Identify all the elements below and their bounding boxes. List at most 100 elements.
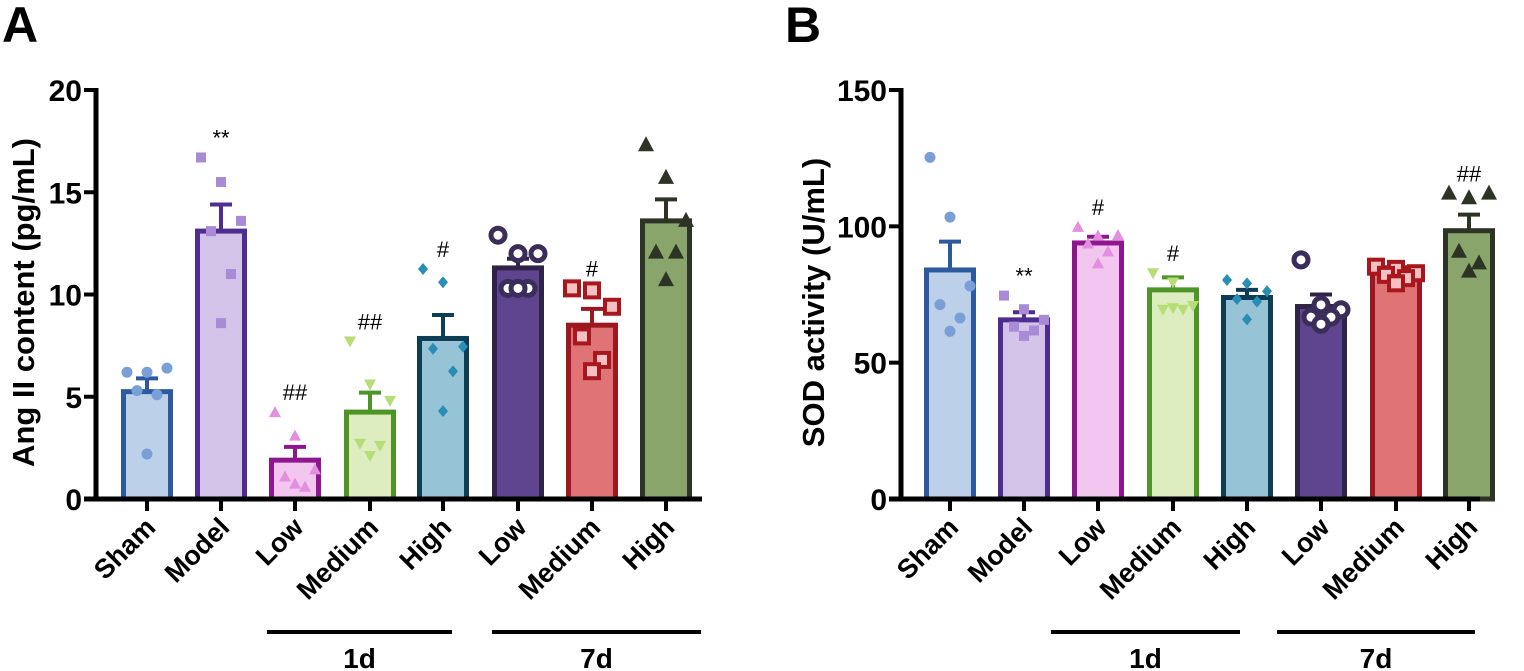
- data-point: [1019, 304, 1029, 315]
- data-point: [1167, 277, 1179, 289]
- y-axis-label: SOD activity (U/mL): [796, 158, 831, 447]
- significance-marker: ##: [1457, 162, 1482, 187]
- x-tick-label: Medium: [513, 512, 606, 605]
- data-point: [458, 340, 468, 353]
- y-tick-label: 100: [837, 211, 887, 244]
- data-point: [438, 405, 448, 418]
- significance-marker: #: [437, 237, 450, 262]
- y-tick-label: 10: [49, 280, 82, 313]
- data-point: [226, 269, 236, 280]
- data-point: [299, 480, 311, 492]
- data-point: [658, 168, 674, 184]
- data-point: [934, 299, 946, 311]
- data-point: [638, 136, 654, 152]
- data-point: [196, 152, 206, 163]
- data-point: [1291, 250, 1311, 270]
- x-tick-label: High: [1420, 512, 1484, 576]
- data-point: [1167, 303, 1179, 315]
- data-point: [364, 379, 376, 391]
- y-tick-label: 15: [49, 177, 82, 210]
- x-tick-label: Low: [1276, 511, 1336, 571]
- data-point: [1252, 295, 1262, 308]
- data-point: [944, 211, 956, 223]
- bar-0: [121, 389, 173, 502]
- panel-letter: A: [2, 0, 38, 53]
- data-point: [668, 243, 684, 259]
- data-point: [1092, 257, 1104, 269]
- bar-0: [924, 267, 976, 502]
- data-point: [1461, 189, 1477, 205]
- data-point: [1177, 304, 1189, 316]
- group-label: 7d: [1360, 643, 1393, 671]
- data-point: [573, 327, 591, 346]
- significance-marker: **: [212, 125, 230, 150]
- data-point: [1102, 245, 1114, 257]
- data-point: [563, 279, 581, 298]
- data-point: [964, 280, 976, 292]
- bar-4: [417, 335, 469, 502]
- group-label: 1d: [343, 643, 376, 671]
- data-point: [1311, 295, 1331, 315]
- data-point: [1112, 229, 1124, 241]
- data-point: [1092, 229, 1104, 241]
- data-point: [448, 365, 458, 378]
- data-point: [1262, 285, 1272, 298]
- data-point: [1461, 262, 1477, 278]
- bar-2: [1072, 240, 1124, 502]
- data-point: [216, 318, 226, 329]
- data-point: [131, 385, 143, 397]
- data-point: [141, 366, 153, 378]
- data-point: [1481, 184, 1497, 200]
- data-point: [438, 276, 448, 289]
- data-point: [583, 362, 601, 381]
- bar-5: [492, 265, 544, 502]
- data-point: [583, 281, 601, 300]
- panel-letter: B: [785, 0, 821, 53]
- y-axis-label: Ang II content (pg/mL): [6, 138, 41, 467]
- data-point: [603, 297, 621, 316]
- x-tick-label: Low: [473, 511, 533, 571]
- data-point: [1242, 313, 1252, 326]
- data-point: [1387, 274, 1405, 293]
- significance-marker: ##: [358, 310, 383, 335]
- y-tick-label: 20: [49, 75, 82, 108]
- data-point: [1311, 314, 1331, 334]
- data-point: [1147, 268, 1159, 280]
- data-point: [1072, 220, 1084, 232]
- data-point: [216, 177, 226, 188]
- data-point: [999, 290, 1009, 301]
- data-point: [1451, 242, 1467, 258]
- bar-3: [1147, 287, 1199, 502]
- data-point: [1019, 330, 1029, 341]
- x-tick-label: Model: [159, 512, 235, 588]
- data-point: [658, 271, 674, 287]
- x-tick-label: Medium: [1317, 512, 1410, 605]
- data-point: [1242, 277, 1252, 290]
- data-point: [1187, 300, 1199, 312]
- bar-1: [195, 228, 247, 502]
- y-tick-label: 0: [65, 484, 82, 517]
- bar-7: [640, 218, 692, 502]
- y-tick-label: 5: [65, 382, 82, 415]
- data-point: [289, 429, 301, 441]
- data-point: [924, 151, 936, 163]
- data-point: [354, 438, 366, 450]
- data-point: [1039, 314, 1049, 325]
- x-tick-label: Medium: [1094, 512, 1187, 605]
- data-point: [1082, 237, 1094, 249]
- data-point: [344, 336, 356, 348]
- data-point: [944, 325, 956, 337]
- data-point: [1222, 274, 1232, 287]
- significance-marker: #: [586, 256, 599, 281]
- x-tick-label: Medium: [291, 512, 384, 605]
- data-point: [528, 244, 548, 264]
- group-label: 1d: [1129, 643, 1162, 671]
- data-point: [1441, 184, 1457, 200]
- y-tick-label: 0: [870, 484, 887, 517]
- data-point: [269, 406, 281, 418]
- data-point: [1232, 293, 1242, 306]
- data-point: [418, 262, 428, 275]
